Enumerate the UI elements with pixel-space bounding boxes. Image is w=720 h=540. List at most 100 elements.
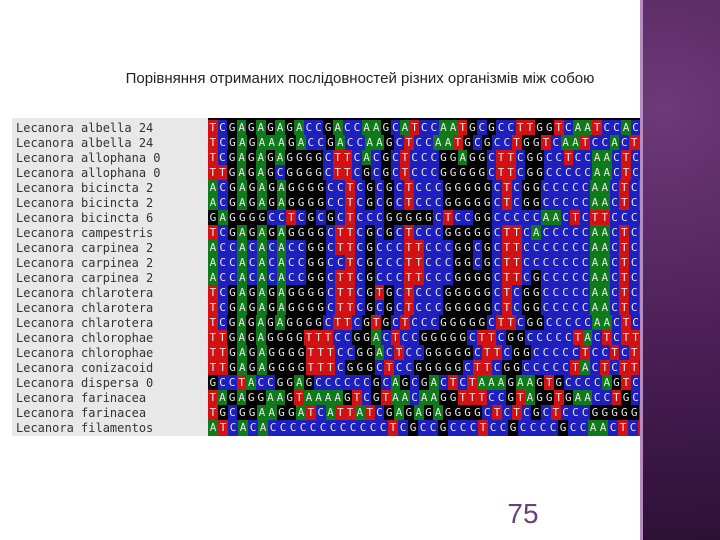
nucleotide-C: C: [433, 225, 444, 241]
nucleotide-A: A: [486, 375, 497, 391]
nucleotide-C: C: [403, 360, 414, 376]
nucleotide-C: C: [531, 210, 542, 226]
nucleotide-G: G: [286, 195, 297, 211]
nucleotide-G: G: [452, 180, 463, 196]
nucleotide-C: C: [390, 165, 401, 181]
nucleotide-G: G: [531, 300, 542, 316]
nucleotide-T: T: [335, 240, 346, 256]
nucleotide-T: T: [217, 165, 228, 181]
nucleotide-C: C: [354, 240, 365, 256]
nucleotide-C: C: [573, 150, 583, 166]
nucleotide-T: T: [550, 405, 561, 421]
nucleotide-A: A: [256, 240, 267, 256]
nucleotide-C: C: [409, 330, 420, 346]
nucleotide-C: C: [570, 195, 581, 211]
nucleotide-C: C: [409, 150, 420, 166]
nucleotide-A: A: [390, 375, 401, 391]
nucleotide-C: C: [630, 390, 641, 406]
nucleotide-A: A: [573, 390, 583, 406]
nucleotide-C: C: [505, 120, 516, 136]
nucleotide-G: G: [448, 315, 458, 331]
nucleotide-A: A: [237, 180, 248, 196]
nucleotide-A: A: [256, 180, 267, 196]
nucleotide-G: G: [313, 165, 324, 181]
nucleotide-T: T: [208, 405, 218, 421]
slide: Порівняння отриманих послідовностей різн…: [12, 70, 698, 529]
nucleotide-C: C: [278, 420, 288, 436]
nucleotide-C: C: [325, 180, 336, 196]
nucleotide-G: G: [237, 210, 248, 226]
nucleotide-T: T: [345, 195, 355, 211]
nucleotide-G: G: [482, 270, 493, 286]
nucleotide-C: C: [492, 255, 502, 271]
nucleotide-T: T: [380, 390, 391, 406]
nucleotide-T: T: [374, 285, 385, 301]
nucleotide-G: G: [508, 420, 518, 436]
nucleotide-G: G: [534, 375, 545, 391]
nucleotide-C: C: [580, 255, 591, 271]
nucleotide-A: A: [208, 240, 218, 256]
nucleotide-C: C: [582, 150, 593, 166]
nucleotide-C: C: [332, 375, 343, 391]
nucleotide-G: G: [364, 255, 375, 271]
nucleotide-G: G: [482, 210, 493, 226]
nucleotide-A: A: [237, 300, 248, 316]
nucleotide-A: A: [256, 165, 266, 181]
nucleotide-C: C: [228, 420, 238, 436]
nucleotide-T: T: [208, 345, 218, 361]
nucleotide-T: T: [467, 375, 478, 391]
nucleotide-T: T: [217, 345, 228, 361]
nucleotide-G: G: [531, 195, 542, 211]
nucleotide-G: G: [371, 375, 381, 391]
nucleotide-C: C: [419, 150, 430, 166]
nucleotide-T: T: [335, 300, 346, 316]
nucleotide-C: C: [550, 360, 561, 376]
nucleotide-G: G: [423, 345, 434, 361]
nucleotide-T: T: [618, 420, 628, 436]
nucleotide-G: G: [304, 150, 314, 166]
nucleotide-C: C: [592, 390, 602, 406]
nucleotide-G: G: [400, 375, 410, 391]
nucleotide-C: C: [413, 345, 424, 361]
nucleotide-C: C: [438, 375, 449, 391]
nucleotide-C: C: [368, 420, 378, 436]
nucleotide-G: G: [534, 120, 545, 136]
nucleotide-C: C: [580, 210, 591, 226]
nucleotide-C: C: [609, 360, 620, 376]
nucleotide-C: C: [611, 315, 622, 331]
nucleotide-C: C: [492, 300, 502, 316]
nucleotide-C: C: [580, 270, 591, 286]
nucleotide-G: G: [246, 120, 257, 136]
nucleotide-A: A: [438, 120, 449, 136]
nucleotide-C: C: [630, 165, 641, 181]
nucleotide-T: T: [335, 225, 346, 241]
nucleotide-G: G: [380, 165, 391, 181]
nucleotide-C: C: [550, 225, 561, 241]
nucleotide-A: A: [208, 420, 218, 436]
nucleotide-C: C: [335, 360, 346, 376]
nucleotide-C: C: [541, 285, 551, 301]
nucleotide-C: C: [423, 135, 434, 151]
nucleotide-C: C: [276, 210, 287, 226]
nucleotide-A: A: [541, 210, 551, 226]
nucleotide-C: C: [354, 255, 365, 271]
nucleotide-A: A: [570, 135, 581, 151]
nucleotide-C: C: [630, 315, 641, 331]
nucleotide-G: G: [511, 360, 522, 376]
nucleotide-C: C: [599, 345, 610, 361]
nucleotide-C: C: [580, 225, 591, 241]
nucleotide-T: T: [323, 330, 333, 346]
nucleotide-C: C: [296, 210, 306, 226]
nucleotide-C: C: [534, 330, 545, 346]
sequence-name: Lecanora conizacoid: [16, 361, 154, 375]
nucleotide-C: C: [482, 405, 493, 421]
nucleotide-T: T: [342, 165, 353, 181]
nucleotide-C: C: [486, 165, 497, 181]
nucleotide-A: A: [590, 255, 600, 271]
nucleotide-A: A: [256, 120, 266, 136]
nucleotide-G: G: [629, 405, 640, 421]
